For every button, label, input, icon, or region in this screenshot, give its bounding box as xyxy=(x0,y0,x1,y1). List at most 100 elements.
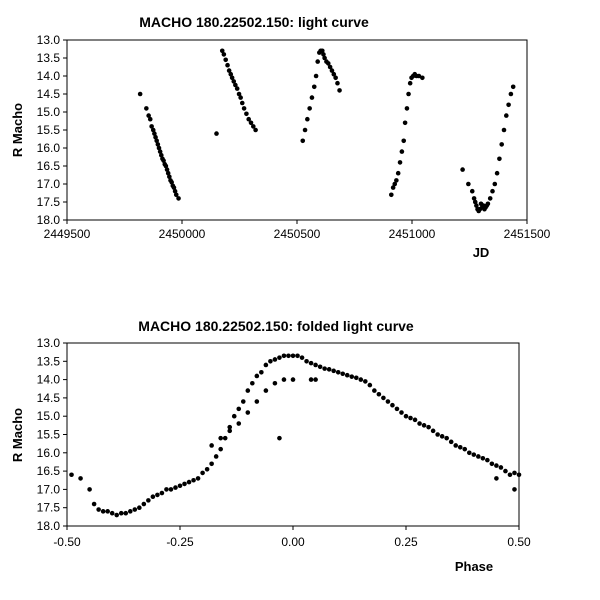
data-point xyxy=(236,91,242,97)
data-point xyxy=(395,170,401,176)
y-tick-label: 15.0 xyxy=(37,105,61,119)
x-axis: -0.50 -0.25 0.00 0.25 0.50 xyxy=(53,526,531,549)
x-axis-label: JD xyxy=(473,245,490,260)
data-point xyxy=(221,52,227,57)
data-point xyxy=(471,196,477,201)
data-point xyxy=(299,355,305,360)
data-point xyxy=(195,476,201,481)
data-point xyxy=(87,487,92,492)
data-point xyxy=(228,71,234,77)
data-point xyxy=(254,399,260,404)
data-point xyxy=(327,64,333,70)
y-tick-label: 18.0 xyxy=(37,519,61,533)
data-point xyxy=(416,73,422,79)
folded-light-curve-chart: MACHO 180.22502.150: folded light curve … xyxy=(10,318,531,574)
data-point xyxy=(313,73,319,79)
data-point xyxy=(168,487,174,492)
x-tick-label: 0.25 xyxy=(394,535,418,549)
data-point xyxy=(169,179,174,185)
data-point xyxy=(96,507,101,512)
data-point xyxy=(474,203,479,208)
data-point xyxy=(150,494,156,500)
y-tick-label: 17.5 xyxy=(37,195,61,209)
data-point xyxy=(501,127,507,133)
data-point xyxy=(498,465,504,470)
data-point xyxy=(420,75,425,81)
data-point xyxy=(91,501,97,507)
data-point xyxy=(421,423,427,428)
y-tick-label: 17.0 xyxy=(37,177,61,191)
data-point xyxy=(499,142,505,147)
data-point xyxy=(466,450,472,456)
data-point xyxy=(186,479,192,485)
data-point xyxy=(268,359,273,364)
data-point xyxy=(376,391,382,397)
data-point xyxy=(471,452,477,457)
data-point xyxy=(218,435,223,441)
y-tick-label: 15.5 xyxy=(37,428,61,442)
data-point xyxy=(272,380,278,386)
data-point xyxy=(490,188,495,194)
data-point xyxy=(322,366,327,371)
data-point xyxy=(172,188,178,194)
data-point xyxy=(487,196,493,201)
y-axis: 13.0 13.5 14.0 14.5 15.0 15.5 16.0 16.5 17.0 17.5… xyxy=(37,336,67,533)
y-tick-label: 14.0 xyxy=(37,373,61,387)
data-point xyxy=(219,48,225,54)
x-axis-label: Phase xyxy=(455,559,493,574)
light-curve-chart: MACHO 180.22502.150: light curve R Macho… xyxy=(10,14,551,260)
data-point xyxy=(472,199,478,205)
data-point xyxy=(277,355,282,360)
data-point xyxy=(236,421,242,426)
data-point xyxy=(329,68,335,73)
data-point xyxy=(516,472,522,478)
data-point xyxy=(164,487,169,492)
y-tick-label: 15.5 xyxy=(37,123,61,137)
data-point xyxy=(223,57,228,63)
x-tick-label: 2449500 xyxy=(44,227,91,241)
data-point xyxy=(213,454,219,459)
data-point xyxy=(305,116,310,122)
data-point xyxy=(494,170,500,176)
data-point xyxy=(363,379,368,384)
data-point xyxy=(385,399,391,404)
data-point xyxy=(251,124,256,129)
y-axis-label: R Macho xyxy=(10,103,25,157)
data-point xyxy=(233,82,238,88)
data-point xyxy=(444,435,449,441)
data-point xyxy=(222,435,228,441)
data-point xyxy=(494,476,499,481)
chart-title: MACHO 180.22502.150: folded light curve xyxy=(138,318,414,334)
data-point xyxy=(225,62,230,68)
data-series xyxy=(137,48,516,214)
x-tick-label: 2450000 xyxy=(159,227,206,241)
data-point xyxy=(485,201,491,207)
data-point xyxy=(462,446,468,452)
data-point xyxy=(204,466,210,472)
data-point xyxy=(389,192,394,198)
data-point xyxy=(200,470,205,476)
data-point xyxy=(399,149,405,154)
data-point xyxy=(146,498,151,503)
data-point xyxy=(304,359,309,364)
x-tick-label: 2451500 xyxy=(504,227,551,241)
data-point xyxy=(144,106,149,111)
data-point xyxy=(311,84,317,90)
data-point xyxy=(231,413,237,419)
plot-area-frame xyxy=(66,39,528,221)
data-point xyxy=(155,142,161,147)
data-point xyxy=(457,445,463,450)
data-point xyxy=(308,377,314,382)
data-point xyxy=(325,61,331,66)
data-point xyxy=(286,353,291,359)
x-axis: 2449500 2450000 2450500 2451000 2451500 xyxy=(44,220,551,241)
data-point xyxy=(466,181,471,187)
data-point xyxy=(480,455,486,461)
data-point xyxy=(114,512,120,518)
data-point xyxy=(234,86,240,91)
data-point xyxy=(404,106,410,111)
data-point xyxy=(448,439,454,445)
data-point xyxy=(313,362,318,368)
data-point xyxy=(78,476,83,481)
data-point xyxy=(239,100,245,106)
